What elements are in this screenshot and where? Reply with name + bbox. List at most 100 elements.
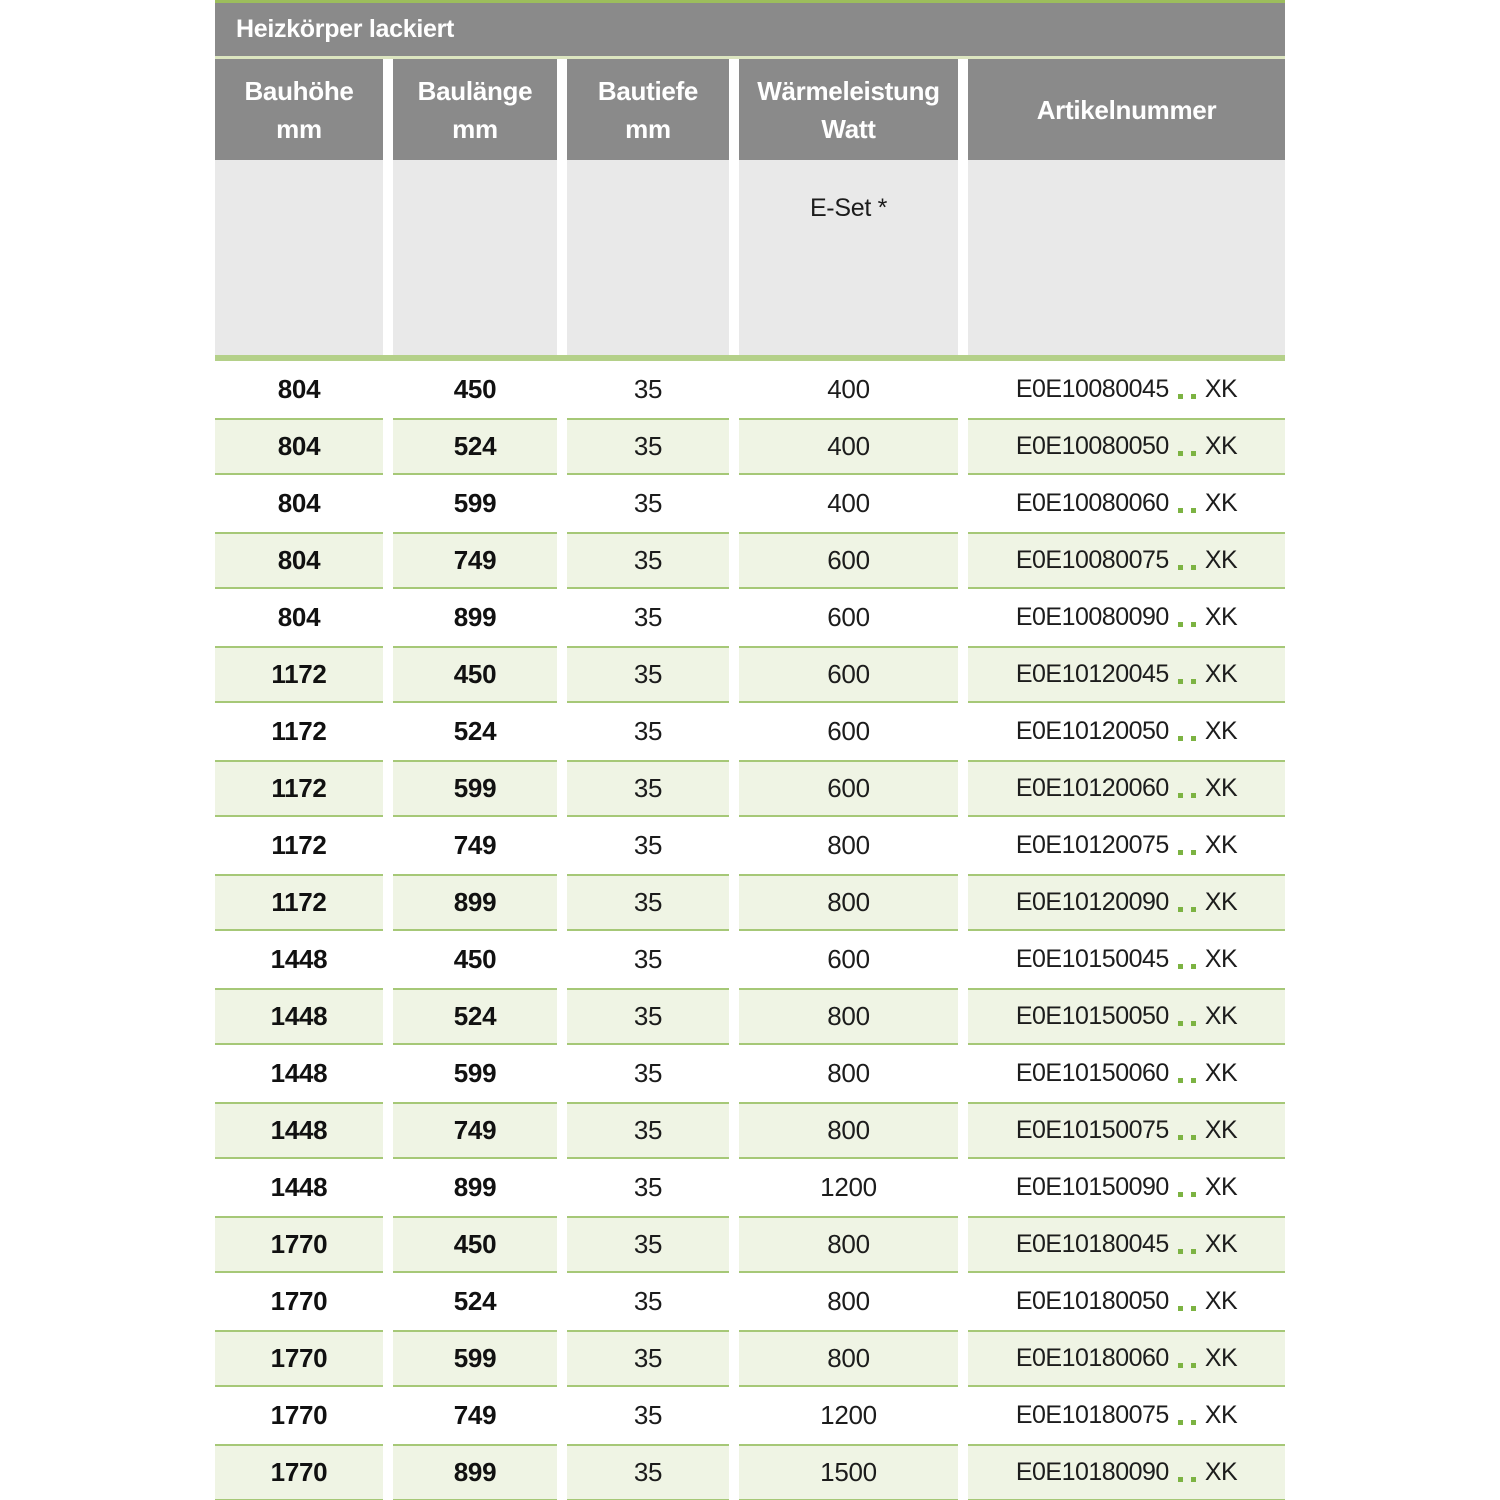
artikel-suffix: XK: [1204, 1458, 1238, 1486]
cell-watt: 1200: [820, 1400, 877, 1430]
cell-watt: 800: [827, 1058, 870, 1088]
table-row: 804 899 35 600 E0E10080090 XK: [215, 589, 1285, 646]
subheader-row: E-Set *: [215, 160, 1285, 355]
cell-bauhoehe: 1172: [215, 760, 383, 817]
cell-bautiefe: 35: [633, 602, 663, 632]
cell-watt: 600: [739, 646, 958, 703]
artikel-prefix: E0E10180050: [1015, 1287, 1169, 1315]
cell-artikelnummer: E0E10120060 XK: [968, 760, 1285, 817]
table-row: 804 599 35 400 E0E10080060 XK: [215, 475, 1285, 532]
artikel-suffix: XK: [1204, 774, 1238, 802]
cell-artikelnummer: E0E10150050 XK: [968, 988, 1285, 1045]
table-row: 1448 749 35 800 E0E10150075 XK: [215, 1102, 1285, 1159]
artikel-prefix: E0E10180090: [1015, 1458, 1169, 1486]
cell-baulaenge: 599: [453, 488, 497, 518]
cell-bautiefe: 35: [633, 488, 663, 518]
column-header-unit: mm: [452, 113, 498, 144]
cell-baulaenge: 450: [453, 944, 497, 974]
cell-watt: 600: [827, 716, 870, 746]
cell-artikelnummer: E0E10150045 XK: [968, 931, 1285, 988]
column-header-row: Bauhöhe mm Baulänge mm Bautiefe mm Wärme…: [215, 59, 1285, 160]
cell-bauhoehe: 1172: [271, 830, 327, 860]
cell-artikelnummer: E0E10120075 XK: [968, 817, 1285, 874]
artikel-suffix: XK: [1204, 831, 1238, 859]
cell-baulaenge: 524: [453, 716, 497, 746]
cell-bauhoehe: 1172: [215, 874, 383, 931]
cell-bautiefe: 35: [633, 716, 663, 746]
eset-note: E-Set *: [809, 194, 888, 222]
cell-artikelnummer: E0E10150060 XK: [968, 1045, 1285, 1102]
artikel-dots: [1177, 907, 1196, 912]
artikel-dots: [1177, 1477, 1196, 1482]
column-header-label: Wärmeleistung: [757, 75, 940, 106]
cell-bautiefe: 35: [633, 1172, 663, 1202]
artikel-dots: [1177, 850, 1196, 855]
column-header-unit: Watt: [821, 113, 876, 144]
table-rows: 804 450 35 400 E0E10080045 XK 804 524 35…: [215, 361, 1285, 1500]
artikel-prefix: E0E10150050: [1015, 1002, 1169, 1030]
artikel-suffix: XK: [1204, 945, 1238, 973]
cell-artikelnummer: E0E10080060 XK: [968, 475, 1285, 532]
cell-bauhoehe: 804: [215, 418, 383, 475]
table-row: 1172 749 35 800 E0E10120075 XK: [215, 817, 1285, 874]
cell-bautiefe: 35: [567, 418, 729, 475]
table-row: 1770 899 35 1500 E0E10180090 XK: [215, 1444, 1285, 1500]
cell-bauhoehe: 1770: [215, 1444, 383, 1500]
column-header-bauhoehe: Bauhöhe mm: [215, 59, 383, 160]
cell-bautiefe: 35: [567, 1330, 729, 1387]
artikel-dots: [1177, 1306, 1196, 1311]
column-header-label: Bauhöhe: [244, 75, 354, 106]
artikel-prefix: E0E10120045: [1015, 660, 1169, 688]
artikel-prefix: E0E10120050: [1015, 717, 1169, 745]
artikel-suffix: XK: [1204, 717, 1238, 745]
cell-baulaenge: 450: [393, 646, 557, 703]
cell-artikelnummer: E0E10180050 XK: [968, 1273, 1285, 1330]
cell-bautiefe: 35: [633, 374, 663, 404]
cell-baulaenge: 524: [393, 418, 557, 475]
artikel-suffix: XK: [1204, 1173, 1238, 1201]
artikel-dots: [1177, 679, 1196, 684]
cell-bauhoehe: 1770: [270, 1286, 328, 1316]
artikel-suffix: XK: [1204, 1344, 1238, 1372]
cell-baulaenge: 899: [453, 602, 497, 632]
artikel-suffix: XK: [1204, 660, 1238, 688]
table-row: 1172 524 35 600 E0E10120050 XK: [215, 703, 1285, 760]
cell-bautiefe: 35: [567, 1444, 729, 1500]
cell-bautiefe: 35: [567, 760, 729, 817]
product-table: Heizkörper lackiert Bauhöhe mm Baulänge …: [215, 0, 1285, 1500]
artikel-prefix: E0E10080045: [1015, 375, 1169, 403]
table-row: 1172 450 35 600 E0E10120045 XK: [215, 646, 1285, 703]
table-row: 1770 450 35 800 E0E10180045 XK: [215, 1216, 1285, 1273]
cell-watt: 800: [739, 988, 958, 1045]
subheader-cell-waermeleistung: E-Set *: [739, 160, 958, 355]
cell-bauhoehe: 804: [277, 374, 321, 404]
table-row: 1770 524 35 800 E0E10180050 XK: [215, 1273, 1285, 1330]
table-row: 1448 524 35 800 E0E10150050 XK: [215, 988, 1285, 1045]
cell-baulaenge: 450: [453, 374, 497, 404]
table-title-band: Heizkörper lackiert: [215, 3, 1285, 56]
cell-bauhoehe: 1172: [215, 646, 383, 703]
table-row: 804 524 35 400 E0E10080050 XK: [215, 418, 1285, 475]
artikel-suffix: XK: [1204, 1230, 1238, 1258]
cell-artikelnummer: E0E10180060 XK: [968, 1330, 1285, 1387]
artikel-dots: [1177, 1249, 1196, 1254]
cell-baulaenge: 524: [453, 1286, 497, 1316]
cell-artikelnummer: E0E10080090 XK: [968, 589, 1285, 646]
cell-bauhoehe: 1448: [270, 1058, 328, 1088]
artikel-prefix: E0E10180060: [1015, 1344, 1169, 1372]
cell-bauhoehe: 1770: [270, 1400, 328, 1430]
cell-bautiefe: 35: [633, 1400, 663, 1430]
cell-bauhoehe: 1448: [270, 944, 328, 974]
artikel-prefix: E0E10150090: [1015, 1173, 1169, 1201]
table-title: Heizkörper lackiert: [236, 15, 455, 43]
cell-bautiefe: 35: [567, 532, 729, 589]
cell-baulaenge: 749: [393, 532, 557, 589]
table-row: 1448 450 35 600 E0E10150045 XK: [215, 931, 1285, 988]
column-header-label: Bautiefe: [597, 75, 699, 106]
artikel-suffix: XK: [1204, 546, 1238, 574]
artikel-dots: [1177, 451, 1196, 456]
cell-bautiefe: 35: [633, 1286, 663, 1316]
cell-artikelnummer: E0E10180090 XK: [968, 1444, 1285, 1500]
artikel-prefix: E0E10180075: [1015, 1401, 1169, 1429]
artikel-dots: [1177, 1135, 1196, 1140]
